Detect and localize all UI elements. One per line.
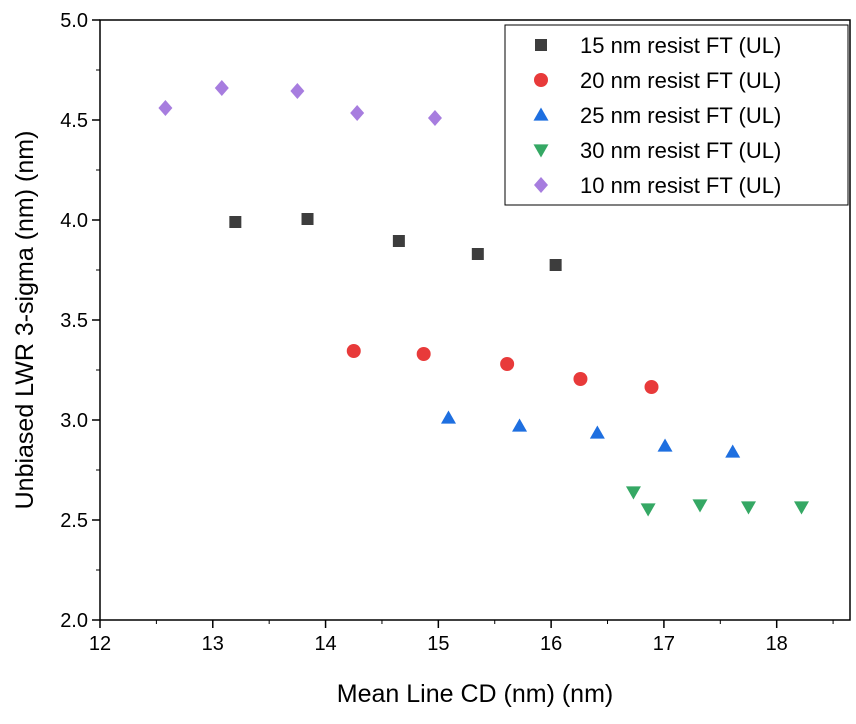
legend: 15 nm resist FT (UL) 20 nm resist FT (UL)… (504, 24, 849, 206)
y-tick-label: 4.0 (60, 210, 88, 232)
y-tick-label: 3.0 (60, 410, 88, 432)
data-point (416, 347, 431, 361)
series-0 (229, 213, 562, 271)
data-point (471, 248, 484, 260)
data-point (229, 216, 242, 228)
y-tick-label: 2.0 (60, 610, 88, 632)
y-tick-label: 4.5 (60, 110, 88, 132)
x-tick-label: 17 (653, 633, 675, 655)
x-tick-label: 14 (314, 633, 336, 655)
legend-entry: 20 nm resist FT (UL) (534, 68, 781, 93)
data-point (640, 503, 656, 517)
data-point (794, 501, 810, 515)
data-point (350, 105, 365, 121)
series-3 (625, 486, 810, 517)
data-point (740, 501, 756, 515)
series-1 (346, 344, 659, 394)
data-point (214, 80, 229, 96)
legend-entry: 30 nm resist FT (UL) (533, 138, 781, 163)
data-point (657, 438, 673, 452)
x-axis-label: Mean Line CD (nm) (nm) (337, 680, 613, 708)
plot-area (158, 80, 810, 517)
data-point (692, 499, 708, 513)
legend-box (504, 24, 849, 206)
axes: 12 13 14 15 16 17 18 2.0 2.5 3.0 3.5 4.0 4.5 5.0 (60, 10, 834, 655)
data-point (158, 100, 173, 116)
legend-label: 25 nm resist FT (UL) (580, 103, 781, 128)
x-tick-label: 15 (427, 633, 449, 655)
data-point (573, 372, 588, 386)
x-tick-label: 16 (540, 633, 562, 655)
series-4 (158, 80, 442, 126)
y-tick-label: 2.5 (60, 510, 88, 532)
legend-label: 30 nm resist FT (UL) (580, 138, 781, 163)
y-axis-label: Unbiased LWR 3-sigma (nm) (nm) (11, 131, 39, 510)
data-point (625, 486, 641, 500)
legend-marker (535, 39, 547, 51)
data-point (392, 235, 405, 247)
data-point (427, 110, 442, 126)
x-tick-label: 18 (766, 633, 788, 655)
legend-entry: 10 nm resist FT (UL) (534, 173, 781, 198)
y-tick-label: 3.5 (60, 310, 88, 332)
x-tick-label: 13 (202, 633, 224, 655)
legend-marker (534, 73, 548, 87)
legend-label: 15 nm resist FT (UL) (580, 33, 781, 58)
data-point (589, 425, 605, 439)
data-point (725, 444, 741, 458)
series-2 (440, 410, 741, 458)
x-tick-label: 12 (89, 633, 111, 655)
legend-entry: 25 nm resist FT (UL) (533, 103, 781, 128)
data-point (512, 418, 528, 432)
legend-marker (534, 177, 548, 193)
legend-label: 20 nm resist FT (UL) (580, 68, 781, 93)
y-tick-label: 5.0 (60, 10, 88, 32)
legend-marker (533, 107, 549, 121)
data-point (644, 380, 659, 394)
data-point (290, 83, 305, 99)
data-point (440, 410, 456, 424)
data-point (549, 259, 562, 271)
data-point (500, 357, 515, 371)
legend-label: 10 nm resist FT (UL) (580, 173, 781, 198)
data-point (301, 213, 314, 225)
legend-marker (533, 144, 549, 158)
data-point (346, 344, 361, 358)
legend-entry: 15 nm resist FT (UL) (535, 33, 781, 58)
